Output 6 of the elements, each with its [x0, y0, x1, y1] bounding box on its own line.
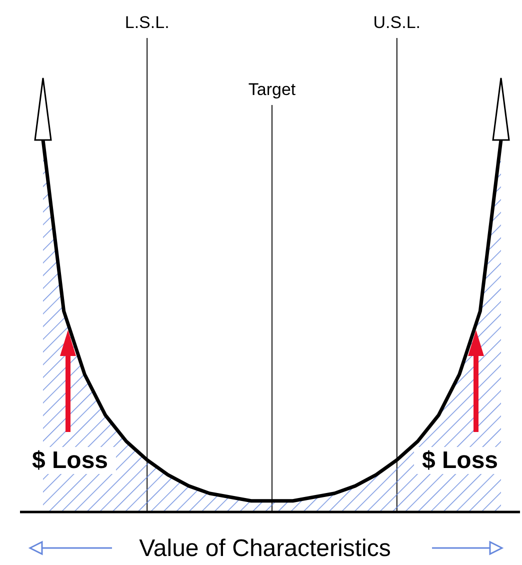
x-tick-label: Target [248, 80, 296, 99]
annotation: $ Loss [32, 447, 108, 474]
x-tick-label: L.S.L. [124, 13, 170, 32]
annotation: $ Loss [422, 447, 498, 474]
x-axis-title: Value of Characteristics [139, 535, 391, 562]
x-tick-label: U.S.L. [373, 13, 421, 32]
